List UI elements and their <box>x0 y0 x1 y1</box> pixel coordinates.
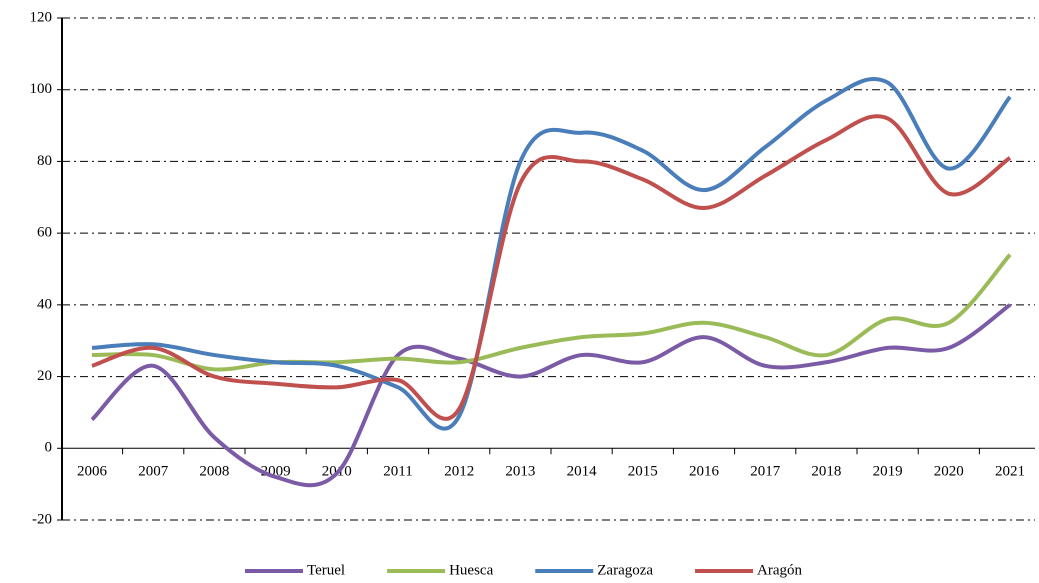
y-tick-label: 120 <box>30 9 53 25</box>
legend-label: Teruel <box>307 562 345 578</box>
x-tick-label: 2011 <box>383 464 412 480</box>
x-tick-label: 2008 <box>199 464 229 480</box>
y-tick-label: 100 <box>30 81 53 97</box>
legend-label: Huesca <box>449 562 493 578</box>
x-tick-label: 2021 <box>995 464 1025 480</box>
x-tick-label: 2006 <box>77 464 108 480</box>
line-series <box>91 114 1012 421</box>
legend-label: Zaragoza <box>597 562 653 578</box>
x-tick-label: 2018 <box>811 464 841 480</box>
line-series <box>91 253 1012 372</box>
line-series <box>90 303 1012 488</box>
x-tick-label: 2014 <box>567 464 598 480</box>
x-tick-label: 2007 <box>138 464 169 480</box>
y-tick-label: 80 <box>37 153 52 169</box>
x-tick-label: 2015 <box>628 464 658 480</box>
x-tick-label: 2013 <box>505 464 535 480</box>
x-tick-label: 2019 <box>873 464 903 480</box>
y-tick-label: 60 <box>37 225 52 241</box>
x-tick-label: 2016 <box>689 464 720 480</box>
x-tick-label: 2017 <box>750 464 781 480</box>
legend-label: Aragón <box>757 562 802 578</box>
x-tick-label: 2012 <box>444 464 474 480</box>
x-tick-label: 2020 <box>934 464 964 480</box>
y-tick-label: 0 <box>45 440 53 456</box>
y-tick-label: 20 <box>37 368 52 384</box>
y-tick-label: 40 <box>37 296 52 312</box>
y-tick-label: -20 <box>32 511 52 527</box>
line-series <box>91 76 1012 431</box>
